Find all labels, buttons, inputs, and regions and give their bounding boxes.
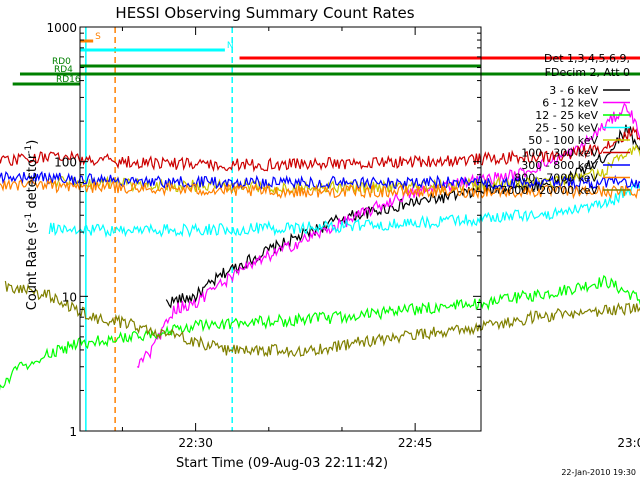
legend-label: 3 - 6 keV [549, 84, 598, 97]
status-bar-s: S [80, 32, 101, 43]
series-line-2 [0, 274, 640, 391]
series-line-1 [136, 102, 640, 368]
y-axis-label-mid: detector [25, 153, 40, 213]
series-line-7 [0, 177, 640, 200]
y-tick-label: 10 [62, 290, 77, 304]
x-tick-label: 22:45 [398, 436, 433, 450]
legend-item: 300 - 800 keV [521, 159, 630, 172]
status-bar-rd4: RD4 [19, 65, 640, 76]
timestamp: 22-Jan-2010 19:30 [561, 468, 636, 477]
legend-item: 12 - 25 keV [535, 109, 630, 122]
x-tick-label: 23:00 [617, 436, 640, 450]
y-axis-label: Count Rate (s-1 detector-1) [24, 140, 40, 311]
legend-header-line2: FDecim 2, Att 0 [545, 66, 630, 79]
y-tick-label: 100 [54, 156, 77, 170]
legend-item: 100 - 300 keV [521, 147, 630, 160]
x-tick-label: 22:30 [178, 436, 213, 450]
legend-item: 800 - 7000 keV [514, 172, 630, 185]
status-bar-f: F [239, 56, 640, 60]
status-bar-rd16: RD16 [12, 75, 81, 86]
y-axis-label-sup2: -1 [24, 145, 34, 154]
legend-label: 25 - 50 keV [535, 122, 598, 135]
series-line-3 [48, 182, 640, 238]
legend-label: 6 - 12 keV [542, 97, 598, 110]
plot-frame [79, 26, 482, 432]
y-axis-label-end: ) [25, 140, 40, 145]
legend-label: 800 - 7000 keV [514, 172, 598, 185]
y-tick-label: 1 [69, 425, 77, 439]
chart-title: HESSI Observing Summary Count Rates [115, 4, 414, 22]
legend-label: 50 - 100 keV [528, 134, 598, 147]
legend-label: 7000 - 20000 keV [500, 184, 598, 197]
series-line-6 [0, 170, 640, 191]
series-line-4 [49, 143, 640, 195]
y-axis-label-sup1: -1 [24, 213, 34, 222]
legend-item: 25 - 50 keV [535, 122, 630, 135]
legend-label: 100 - 300 keV [521, 147, 598, 160]
status-bar-n: N [80, 41, 234, 52]
axis-ticks: 110100100022:1522:3022:4523:0023:1523:30… [46, 21, 640, 450]
status-label: RD4 [54, 65, 73, 75]
legend-item: 3 - 6 keV [549, 84, 630, 97]
status-label: S [95, 32, 101, 42]
status-label: N [227, 41, 234, 51]
legend: Det 1,3,4,5,6,9, FDecim 2, Att 0 3 - 6 k… [500, 52, 630, 197]
y-axis-label-main: Count Rate (s [25, 222, 40, 311]
legend-label: 300 - 800 keV [521, 159, 598, 172]
x-axis-label: Start Time (09-Aug-03 22:11:42) [176, 456, 388, 471]
legend-item: 50 - 100 keV [528, 134, 630, 147]
legend-item: 6 - 12 keV [542, 97, 630, 110]
legend-label: 12 - 25 keV [535, 109, 598, 122]
series-line-8 [4, 280, 640, 359]
y-tick-label: 1000 [46, 21, 77, 35]
status-label: RD16 [56, 75, 81, 85]
status-bar-rd0: RD0 [52, 57, 481, 68]
legend-header-line1: Det 1,3,4,5,6,9, [544, 52, 630, 65]
legend-item: 7000 - 20000 keV [500, 184, 630, 197]
status-label: RD0 [52, 57, 71, 67]
